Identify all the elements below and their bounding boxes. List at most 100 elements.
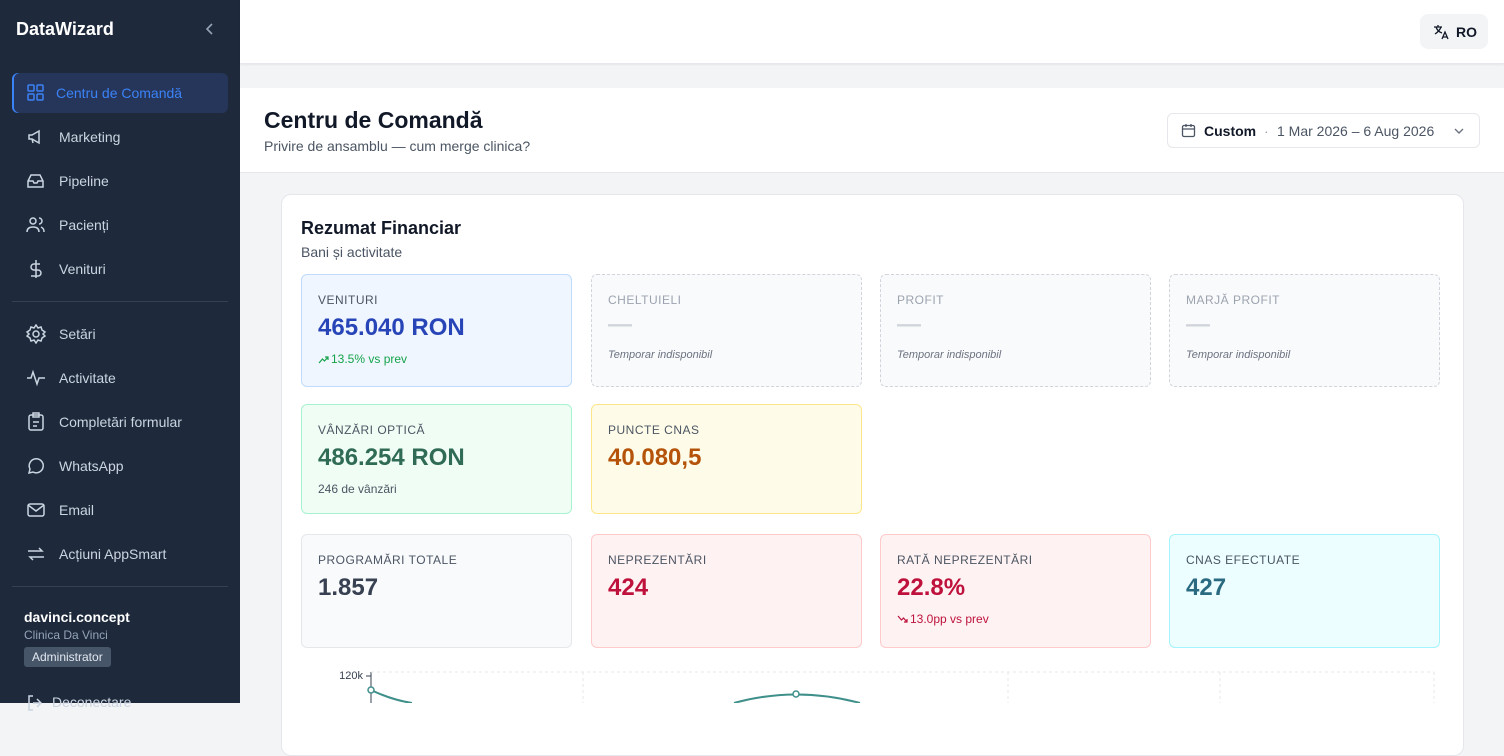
nav-label: Activitate <box>59 370 116 386</box>
sidebar: DataWizard <box>0 0 240 703</box>
language: RO <box>1456 24 1477 40</box>
kpi-value: 40.080,5 <box>608 444 702 471</box>
nav-icon <box>27 174 44 188</box>
nav-item[interactable]: WhatsApp <box>12 446 228 486</box>
kpi-card: CHELTUIELI — Temporar indisponibil <box>591 274 862 387</box>
kpi-value: 424 <box>608 574 649 601</box>
kpi-label: PUNCTE CNAS <box>608 423 700 437</box>
nav-item[interactable]: Centru de Comandă <box>12 73 228 113</box>
nav-icon <box>26 324 46 344</box>
nav-label: Completări formular <box>59 414 182 430</box>
kpi-card: VÂNZĂRI OPTICĂ 486.254 RON 246 de vânzăr… <box>301 404 572 514</box>
nav-icon <box>27 458 44 475</box>
user-clinic: Clinica Da Vinci <box>24 628 108 642</box>
nav-label: Venituri <box>59 261 106 277</box>
kpi-label: RATĂ NEPREZENTĂRI <box>897 553 1033 567</box>
nav-icon <box>28 547 44 561</box>
kpi-card: NEPREZENTĂRI 424 <box>591 534 862 648</box>
nav-item[interactable]: Completări formular <box>12 402 228 442</box>
nav-item[interactable]: Email <box>12 490 228 530</box>
translate-icon <box>1434 25 1449 40</box>
kpi-change-text: 13.5% vs prev <box>331 352 408 366</box>
nav-item[interactable]: Pacienți <box>12 205 228 245</box>
nav-label: Pipeline <box>59 173 109 189</box>
kpi-label: PROGRAMĂRI TOTALE <box>318 553 458 567</box>
divider <box>12 586 228 587</box>
kpi-label: VÂNZĂRI OPTICĂ <box>318 423 426 437</box>
page-title: Centru de Comandă <box>264 107 483 133</box>
kpi-value: 465.040 RON <box>318 314 465 341</box>
trend-line <box>370 689 413 703</box>
topbar <box>240 0 1504 64</box>
nav-icon <box>27 84 44 101</box>
kpi-note: Temporar indisponibil <box>608 349 713 361</box>
nav-label: Email <box>59 502 95 518</box>
separator: · <box>1264 123 1269 139</box>
nav-item[interactable]: Venituri <box>12 249 228 289</box>
date-preset: Custom <box>1204 123 1257 139</box>
kpi-value: — <box>1186 311 1210 338</box>
calendar-icon <box>1181 124 1196 138</box>
nav-label: Acțiuni AppSmart <box>59 546 167 562</box>
card-subtitle: Bani și activitate <box>301 244 403 260</box>
grid <box>371 671 1435 703</box>
kpi-note: Temporar indisponibil <box>1186 349 1291 361</box>
logout[interactable]: Deconectare <box>52 694 132 710</box>
kpi-value: 22.8% <box>897 574 966 601</box>
kpi-card: CNAS EFECTUATE 427 <box>1169 534 1440 648</box>
kpi-value: 486.254 RON <box>318 444 465 471</box>
kpi-value: — <box>897 311 921 338</box>
point <box>367 686 375 694</box>
point <box>792 690 800 698</box>
kpi-value: — <box>608 311 632 338</box>
nav-label: WhatsApp <box>59 458 124 474</box>
collapse-button[interactable] <box>203 22 217 36</box>
kpi-label: CHELTUIELI <box>608 293 682 307</box>
nav-item[interactable]: Acțiuni AppSmart <box>12 534 228 574</box>
card-title: Rezumat Financiar <box>301 218 462 238</box>
kpi-label: CNAS EFECTUATE <box>1186 553 1301 567</box>
nav-item[interactable]: Pipeline <box>12 161 228 201</box>
page-subtitle: Privire de ansamblu — cum merge clinica? <box>264 138 531 154</box>
language-button[interactable]: RO <box>1420 14 1488 49</box>
kpi-change-text: 13.0pp vs prev <box>910 612 989 626</box>
kpi-card: MARJĂ PROFIT — Temporar indisponibil <box>1169 274 1440 387</box>
kpi-card: PROFIT — Temporar indisponibil <box>880 274 1151 387</box>
kpi-change: 13.5% vs prev <box>318 352 407 366</box>
divider <box>12 301 228 302</box>
kpi-note: 246 de vânzări <box>318 482 397 496</box>
nav-label: Marketing <box>59 129 121 145</box>
nav-label: Setări <box>59 326 96 342</box>
role-badge: Administrator <box>24 647 111 667</box>
kpi-label: VENITURI <box>318 293 379 307</box>
kpi-note: Temporar indisponibil <box>897 349 1002 361</box>
y-tick-label: 120k <box>339 670 363 682</box>
user-name: davinci.concept <box>24 609 130 625</box>
kpi-card: RATĂ NEPREZENTĂRI 22.8% 13.0pp vs prev <box>880 534 1151 648</box>
kpi-change: 13.0pp vs prev <box>897 612 989 626</box>
nav-icon <box>26 217 45 233</box>
nav-label: Centru de Comandă <box>56 85 183 101</box>
nav-icon <box>30 260 42 278</box>
nav-icon <box>28 412 44 431</box>
nav-icon <box>27 503 45 517</box>
nav-item[interactable]: Marketing <box>12 117 228 157</box>
kpi-card: PROGRAMĂRI TOTALE 1.857 <box>301 534 572 648</box>
nav-item[interactable]: Activitate <box>12 358 228 398</box>
kpi-label: PROFIT <box>897 293 944 307</box>
kpi-label: NEPREZENTĂRI <box>608 553 707 567</box>
dropdown-icon <box>1454 128 1464 134</box>
kpi-value: 427 <box>1186 574 1227 601</box>
brand: DataWizard <box>16 19 114 39</box>
nav-icon <box>28 129 40 145</box>
nav-item[interactable]: Setări <box>12 314 228 354</box>
nav-label: Pacienți <box>59 217 109 233</box>
trend-chart: 120k <box>339 670 1435 703</box>
kpi-card: VENITURI 465.040 RON 13.5% vs prev <box>301 274 572 387</box>
logout-icon <box>28 695 43 711</box>
date-picker[interactable]: Custom · 1 Mar 2026 – 6 Aug 2026 <box>1167 113 1480 148</box>
nav-icon <box>27 369 45 387</box>
date-range: 1 Mar 2026 – 6 Aug 2026 <box>1277 123 1435 139</box>
kpi-card: PUNCTE CNAS 40.080,5 <box>591 404 862 514</box>
